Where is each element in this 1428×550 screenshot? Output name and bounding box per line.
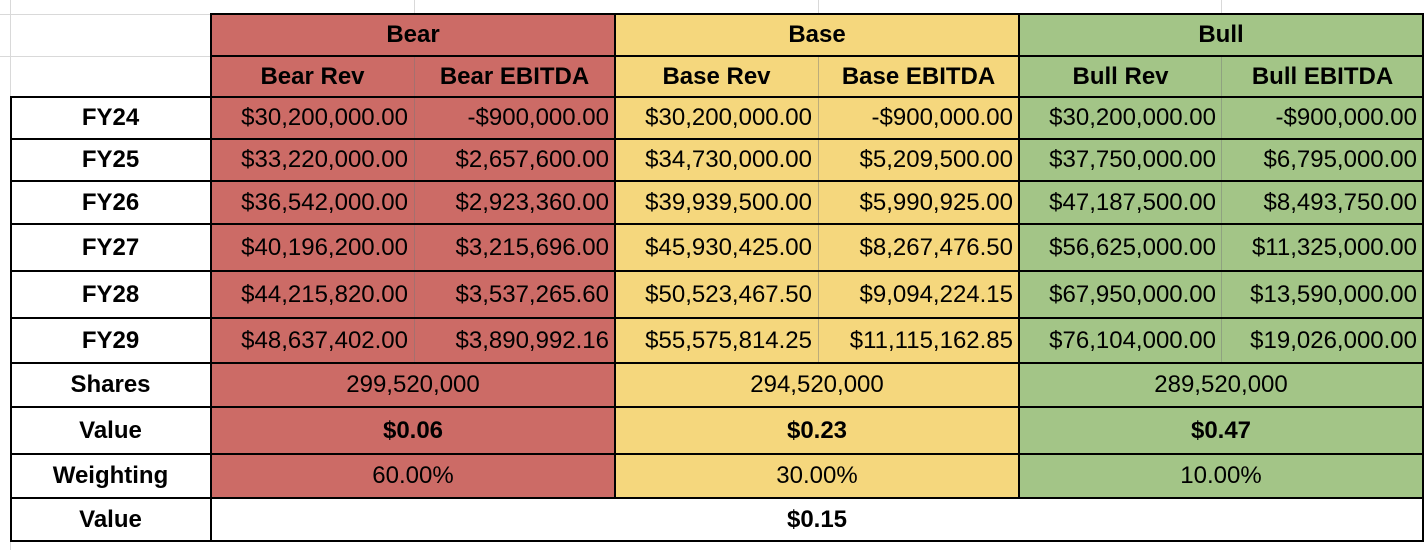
value-base[interactable]: $0.23 — [615, 407, 1019, 454]
border-line — [211, 55, 1424, 57]
row-label-fy29: FY29 — [10, 318, 211, 363]
cell-base-rev[interactable]: $45,930,425.00 — [615, 224, 818, 271]
cell-bull-ebitda[interactable]: $11,325,000.00 — [1222, 224, 1423, 271]
cell-bear-rev[interactable]: $36,542,000.00 — [211, 181, 414, 224]
cell-bull-rev[interactable]: $67,950,000.00 — [1019, 271, 1222, 318]
row-label-fy28: FY28 — [10, 271, 211, 318]
header-bull: Bull — [1019, 14, 1423, 56]
border-line — [210, 13, 212, 542]
cell-bull-rev[interactable]: $56,625,000.00 — [1019, 224, 1222, 271]
row-label-value: Value — [10, 407, 211, 454]
cell-bull-ebitda[interactable]: $8,493,750.00 — [1222, 181, 1423, 224]
border-line — [10, 180, 1424, 182]
border-line — [10, 138, 1424, 140]
col-header-base-ebitda: Base EBITDA — [818, 56, 1019, 97]
cell-bear-ebitda[interactable]: $3,215,696.00 — [414, 224, 615, 271]
cell-bear-rev[interactable]: $44,215,820.00 — [211, 271, 414, 318]
border-line — [10, 223, 1424, 225]
weighting-bull[interactable]: 10.00% — [1019, 454, 1423, 498]
border-line — [1018, 13, 1020, 498]
cell-bull-rev[interactable]: $30,200,000.00 — [1019, 97, 1222, 139]
cell-bear-ebitda[interactable]: $2,657,600.00 — [414, 139, 615, 181]
cell-bear-ebitda[interactable]: -$900,000.00 — [414, 97, 615, 139]
weighting-base[interactable]: 30.00% — [615, 454, 1019, 498]
cell-bear-ebitda[interactable]: $3,890,992.16 — [414, 318, 615, 363]
shares-bull[interactable]: 289,520,000 — [1019, 363, 1423, 407]
row-label-fy25: FY25 — [10, 139, 211, 181]
cell-bull-rev[interactable]: $37,750,000.00 — [1019, 139, 1222, 181]
column-divider — [1221, 56, 1222, 363]
cell-bear-rev[interactable]: $40,196,200.00 — [211, 224, 414, 271]
grid-line — [1221, 0, 1222, 14]
cell-bull-ebitda[interactable]: $19,026,000.00 — [1222, 318, 1423, 363]
row-label-fy24: FY24 — [10, 97, 211, 139]
border-line — [10, 96, 12, 542]
border-line — [10, 362, 1424, 364]
border-line — [10, 497, 1424, 499]
cell-base-rev[interactable]: $39,939,500.00 — [615, 181, 818, 224]
border-line — [211, 13, 1424, 15]
cell-bear-ebitda[interactable]: $3,537,265.60 — [414, 271, 615, 318]
border-line — [10, 540, 1424, 542]
cell-bear-rev[interactable]: $48,637,402.00 — [211, 318, 414, 363]
cell-base-ebitda[interactable]: $9,094,224.15 — [818, 271, 1019, 318]
cell-bull-rev[interactable]: $76,104,000.00 — [1019, 318, 1222, 363]
cell-base-ebitda[interactable]: $5,990,925.00 — [818, 181, 1019, 224]
shares-bear[interactable]: 299,520,000 — [211, 363, 615, 407]
cell-bull-ebitda[interactable]: $6,795,000.00 — [1222, 139, 1423, 181]
border-line — [614, 13, 616, 498]
row-label-fy27: FY27 — [10, 224, 211, 271]
cell-bull-ebitda[interactable]: -$900,000.00 — [1222, 97, 1423, 139]
border-line — [10, 96, 1424, 98]
row-label-final-value: Value — [10, 498, 211, 541]
border-line — [10, 270, 1424, 272]
border-line — [10, 317, 1424, 319]
cell-base-ebitda[interactable]: $5,209,500.00 — [818, 139, 1019, 181]
col-header-bear-ebitda: Bear EBITDA — [414, 56, 615, 97]
cell-base-rev[interactable]: $50,523,467.50 — [615, 271, 818, 318]
grid-line — [818, 0, 819, 14]
cell-bull-ebitda[interactable]: $13,590,000.00 — [1222, 271, 1423, 318]
header-base: Base — [615, 14, 1019, 56]
grid-line — [0, 56, 211, 57]
value-bull[interactable]: $0.47 — [1019, 407, 1423, 454]
border-line — [10, 453, 1424, 455]
row-label-weighting: Weighting — [10, 454, 211, 498]
border-line — [10, 406, 1424, 408]
cell-bear-rev[interactable]: $33,220,000.00 — [211, 139, 414, 181]
cell-base-rev[interactable]: $34,730,000.00 — [615, 139, 818, 181]
grid-line — [0, 14, 211, 15]
final-value[interactable]: $0.15 — [211, 498, 1423, 541]
border-line — [1422, 13, 1424, 542]
shares-base[interactable]: 294,520,000 — [615, 363, 1019, 407]
cell-bull-rev[interactable]: $47,187,500.00 — [1019, 181, 1222, 224]
value-bear[interactable]: $0.06 — [211, 407, 615, 454]
cell-base-ebitda[interactable]: -$900,000.00 — [818, 97, 1019, 139]
cell-base-ebitda[interactable]: $8,267,476.50 — [818, 224, 1019, 271]
cell-base-ebitda[interactable]: $11,115,162.85 — [818, 318, 1019, 363]
row-label-fy26: FY26 — [10, 181, 211, 224]
column-divider — [818, 56, 819, 363]
row-label-shares: Shares — [10, 363, 211, 407]
cell-base-rev[interactable]: $55,575,814.25 — [615, 318, 818, 363]
col-header-base-rev: Base Rev — [615, 56, 818, 97]
grid-line — [414, 0, 415, 14]
header-bear: Bear — [211, 14, 615, 56]
cell-bear-rev[interactable]: $30,200,000.00 — [211, 97, 414, 139]
cell-base-rev[interactable]: $30,200,000.00 — [615, 97, 818, 139]
weighting-bear[interactable]: 60.00% — [211, 454, 615, 498]
col-header-bull-rev: Bull Rev — [1019, 56, 1222, 97]
col-header-bull-ebitda: Bull EBITDA — [1222, 56, 1423, 97]
column-divider — [414, 56, 415, 363]
col-header-bear-rev: Bear Rev — [211, 56, 414, 97]
cell-bear-ebitda[interactable]: $2,923,360.00 — [414, 181, 615, 224]
